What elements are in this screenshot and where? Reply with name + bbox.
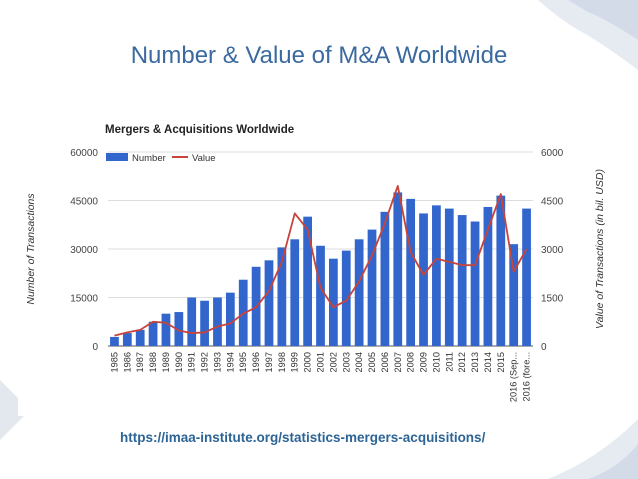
bar-2014 (483, 206, 493, 346)
corner-decoration-bottom-right (548, 419, 638, 479)
bar-1989 (161, 313, 171, 346)
bar-2015 (496, 195, 506, 346)
x-tick-label: 2016 (Sep... (509, 352, 519, 402)
bar-1999 (290, 239, 300, 346)
bar-1985 (110, 336, 119, 346)
x-tick-label: 2001 (316, 352, 326, 372)
x-tick-label: 2004 (354, 352, 364, 372)
x-tick-label: 2003 (341, 352, 351, 372)
x-tick-label: 2006 (380, 352, 390, 372)
x-tick-label: 2016 (fore... (522, 352, 532, 402)
bar-2002 (329, 258, 338, 346)
bar-1998 (277, 247, 287, 346)
x-tick-label: 2010 (431, 352, 441, 372)
bar-1992 (200, 300, 209, 346)
legend-label-number: Number (132, 153, 166, 164)
slide-title: Number & Value of M&A Worldwide (130, 42, 508, 69)
x-tick-label: 2014 (483, 352, 493, 372)
x-tick-label: 1988 (148, 352, 158, 372)
y-tick-label: 60000 (70, 148, 98, 159)
y2-tick-label: 4500 (541, 197, 564, 208)
bar-2010 (432, 205, 441, 346)
bar-1994 (225, 292, 235, 346)
x-tick-label: 1986 (122, 352, 132, 372)
x-tick-label: 2007 (393, 352, 403, 372)
ma-chart: Mergers & Acquisitions Worldwide Number Va… (25, 124, 606, 402)
bar-1987 (135, 329, 145, 346)
x-tick-label: 1994 (225, 352, 235, 372)
y-tick-label: 30000 (70, 245, 98, 256)
x-tick-label: 2012 (457, 352, 467, 372)
x-tick-label: 1991 (187, 352, 197, 372)
chart-title: Mergers & Acquisitions Worldwide (105, 124, 294, 136)
bar-1997 (264, 260, 274, 346)
x-tick-label: 1990 (174, 352, 184, 372)
bar-1991 (187, 297, 197, 346)
y2-tick-label: 6000 (541, 148, 564, 159)
x-tick-label: 1993 (212, 352, 222, 372)
y2-tick-label: 3000 (541, 245, 564, 256)
x-tick-label: 1985 (109, 352, 119, 372)
x-tick-label: 2015 (496, 352, 506, 372)
legend-label-value: Value (192, 153, 216, 164)
y-tick-label: 0 (92, 342, 98, 353)
legend-swatch-number (106, 153, 128, 161)
bar-2016-fore (522, 208, 531, 346)
x-tick-label: 2000 (303, 352, 313, 372)
x-tick-label: 2008 (406, 352, 416, 372)
x-tick-label: 2005 (367, 352, 377, 372)
x-tick-label: 1999 (290, 352, 300, 372)
y2-tick-label: 1500 (541, 294, 564, 305)
y2-tick-label: 0 (541, 342, 547, 353)
bar-2012 (457, 215, 467, 346)
bar-2013 (470, 221, 480, 346)
y-tick-label: 45000 (70, 197, 98, 208)
x-tick-label: 1998 (277, 352, 287, 372)
x-tick-label: 2002 (328, 352, 338, 372)
bar-2007 (393, 192, 403, 346)
bar-2008 (406, 198, 416, 346)
x-tick-label: 1989 (161, 352, 171, 372)
x-tick-label: 2009 (419, 352, 429, 372)
x-tick-label: 1996 (251, 352, 261, 372)
bar-1988 (148, 321, 158, 346)
x-tick-label: 2013 (470, 352, 480, 372)
bar-2000 (303, 216, 312, 346)
x-tick-label: 1992 (200, 352, 210, 372)
y2-axis-title: Value of Transactions (in bil. USD) (594, 169, 606, 329)
bar-2009 (419, 213, 428, 346)
bar-2011 (444, 208, 454, 346)
y-tick-label: 15000 (70, 294, 98, 305)
bar-1993 (213, 297, 222, 346)
bar-2005 (367, 229, 377, 346)
bar-1986 (122, 333, 132, 346)
bar-2006 (380, 211, 390, 346)
x-tick-label: 1987 (135, 352, 145, 372)
x-tick-label: 1995 (238, 352, 248, 372)
bar-2004 (354, 239, 364, 346)
bar-2001 (316, 245, 325, 346)
y-axis-title: Number of Transactions (25, 193, 37, 305)
source-link[interactable]: https://imaa-institute.org/statistics-me… (120, 430, 486, 445)
x-tick-label: 2011 (444, 352, 454, 372)
x-tick-label: 1997 (264, 352, 274, 372)
chart-panel: Mergers & Acquisitions Worldwide Number Va… (18, 112, 618, 416)
bar-2003 (341, 250, 351, 346)
bar-1990 (174, 312, 184, 346)
bar-2016-Sep (509, 244, 519, 346)
